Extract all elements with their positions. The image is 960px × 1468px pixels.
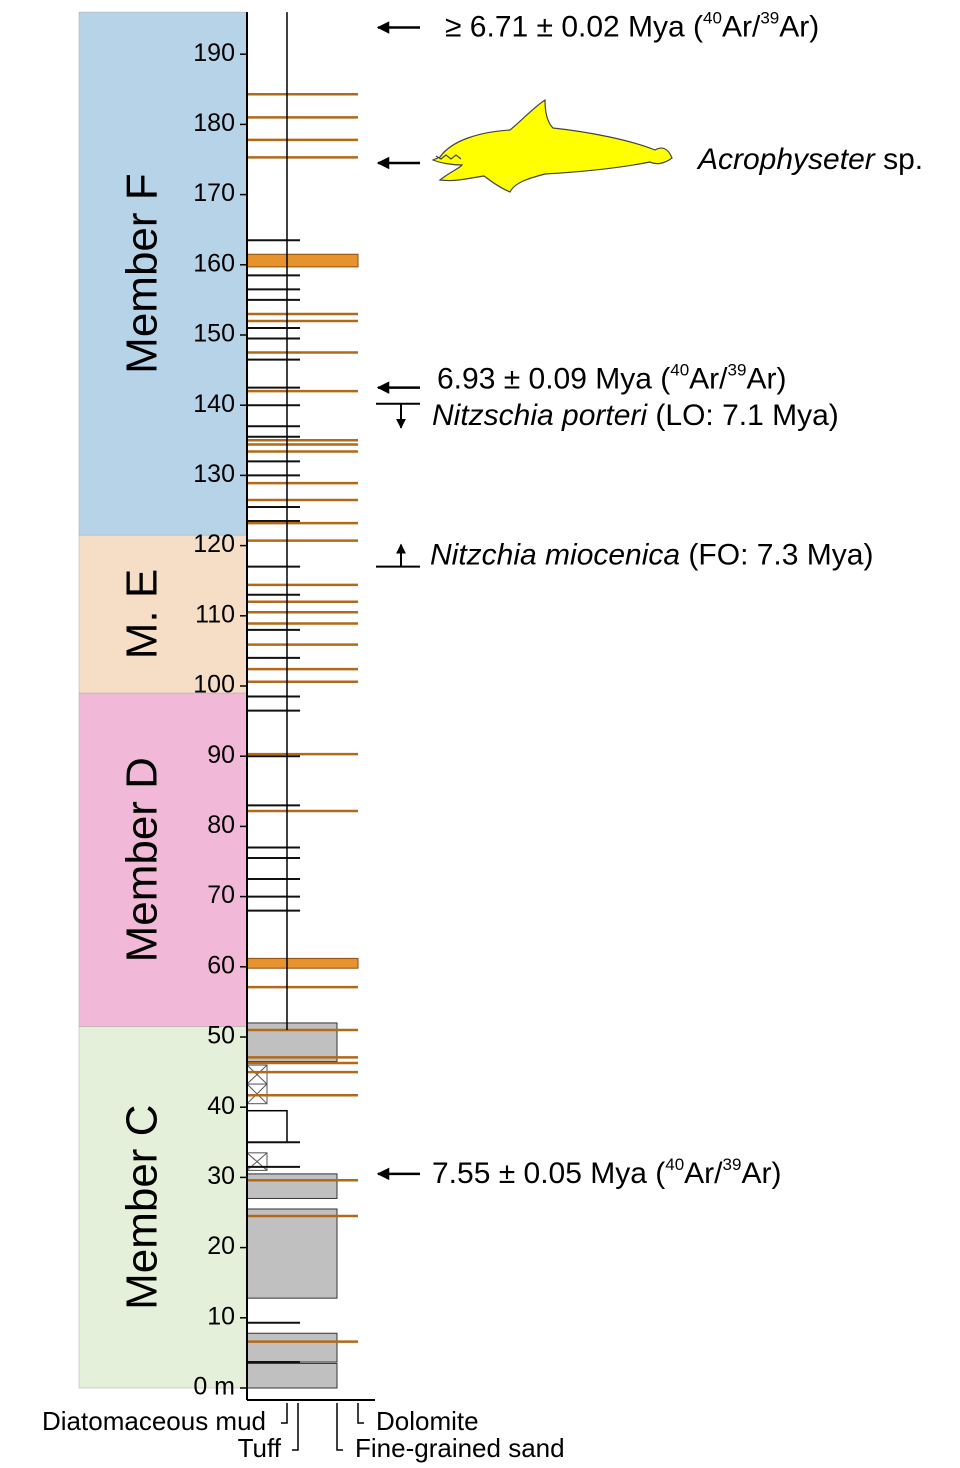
- annotation-part: Ar): [779, 10, 819, 43]
- tick-label: 120: [193, 530, 235, 558]
- annotation-part: (LO: 7.1 Mya): [647, 399, 839, 432]
- annotation-part: 39: [723, 1155, 742, 1174]
- annotation-part: Acrophyseter: [696, 143, 876, 176]
- annotation-text: ≥ 6.71 ± 0.02 Mya (40Ar/39Ar): [445, 9, 819, 44]
- annotation-text: 6.93 ± 0.09 Mya (40Ar/39Ar): [437, 361, 786, 396]
- sand-bed: [246, 1362, 338, 1389]
- crossed-bed-x: [246, 1083, 268, 1105]
- member-band: [78, 11, 248, 536]
- sand-bed: [246, 1173, 338, 1199]
- annotation-part: 7.55 ± 0.05 Mya (: [432, 1157, 665, 1190]
- mud-bed: [246, 1109, 288, 1144]
- tick-label: 150: [193, 320, 235, 348]
- member-label: Member C: [118, 1105, 167, 1310]
- annotation-text: Nitzchia miocenica (FO: 7.3 Mya): [430, 539, 873, 572]
- annotation-part: 40: [665, 1155, 684, 1174]
- tick-label: 100: [193, 671, 235, 699]
- member-band: [78, 1026, 248, 1389]
- annotation-part: Ar/: [684, 1157, 723, 1190]
- tick-label: 190: [193, 39, 235, 67]
- tick-label: 110: [195, 600, 235, 628]
- sand-bed: [246, 1208, 338, 1299]
- tick-label: 70: [207, 881, 235, 909]
- tick-label: 60: [207, 951, 235, 979]
- legend-mud: Diatomaceous mud: [42, 1406, 266, 1436]
- sand-bed: [246, 1332, 338, 1363]
- tick-label: 20: [207, 1232, 235, 1260]
- annotation-part: Ar/: [689, 363, 728, 396]
- crossed-bed-x: [246, 1064, 268, 1085]
- tick-label: 130: [193, 460, 235, 488]
- annotation-part: 39: [760, 9, 779, 28]
- legend-sand: Fine-grained sand: [355, 1433, 565, 1463]
- annotation-part: ≥ 6.71 ± 0.02 Mya (: [445, 10, 703, 43]
- tuff-layer-thick: [246, 253, 359, 268]
- member-label: M. E: [118, 569, 167, 659]
- annotation-part: 39: [728, 361, 747, 380]
- tick-label: 160: [193, 249, 235, 277]
- legend-leaders: [281, 1403, 364, 1451]
- annotation-part: 40: [703, 9, 722, 28]
- annotation-part: Nitzchia miocenica: [430, 539, 680, 572]
- member-label: Member D: [118, 757, 167, 962]
- annotation-part: 40: [670, 361, 689, 380]
- annotation-part: sp.: [875, 143, 923, 176]
- tick-label: 30: [207, 1162, 235, 1190]
- legend-tuff: Tuff: [238, 1433, 282, 1463]
- tick-label: 180: [193, 109, 235, 137]
- annotation-text: 7.55 ± 0.05 Mya (40Ar/39Ar): [432, 1155, 781, 1190]
- annotation-text: Nitzschia porteri (LO: 7.1 Mya): [432, 399, 839, 432]
- whale-teeth: [435, 154, 462, 160]
- annotation-text: Acrophyseter sp.: [696, 143, 923, 176]
- tick-label: 0 m: [193, 1373, 235, 1401]
- tick-label: 90: [207, 741, 235, 769]
- member-label: Member F: [118, 173, 167, 373]
- tick-label: 140: [193, 390, 235, 418]
- annotation-part: 6.93 ± 0.09 Mya (: [437, 363, 670, 396]
- member-band: [78, 534, 248, 694]
- tick-label: 50: [207, 1022, 235, 1050]
- annotation-part: Ar/: [722, 10, 761, 43]
- tick-label: 40: [207, 1092, 235, 1120]
- annotation-part: Nitzschia porteri: [432, 399, 648, 432]
- legend-dolomite: Dolomite: [376, 1406, 479, 1436]
- annotation-part: (FO: 7.3 Mya): [680, 539, 873, 572]
- member-band: [78, 692, 248, 1027]
- tick-label: 170: [193, 179, 235, 207]
- tick-label: 10: [207, 1302, 235, 1330]
- tick-label: 80: [207, 811, 235, 839]
- annotation-part: Ar): [746, 363, 786, 396]
- whale-icon: [431, 98, 673, 193]
- tuff-layer-thick: [246, 957, 359, 969]
- annotation-part: Ar): [741, 1157, 781, 1190]
